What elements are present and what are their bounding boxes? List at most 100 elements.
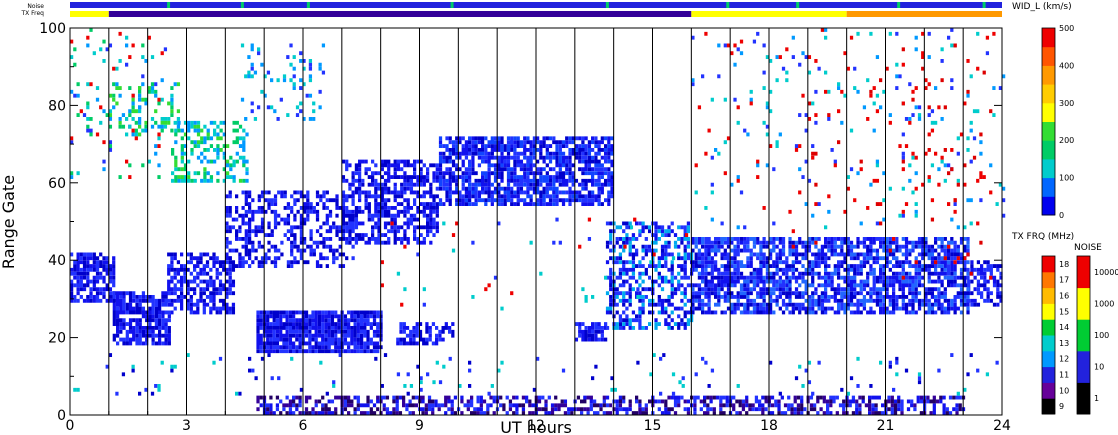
- colorbar-tick-label: 17: [1059, 276, 1069, 285]
- colorbar-tick-label: 14: [1059, 323, 1069, 332]
- status-bars: Noise TX Freq: [20, 2, 1002, 17]
- colorbar-segment: [1077, 350, 1090, 383]
- colorbar-tick-label: 200: [1059, 136, 1074, 145]
- noise-bar-label: Noise: [27, 3, 44, 10]
- noise-bar-marker: [167, 2, 171, 8]
- colorbar-segment: [1042, 350, 1055, 368]
- colorbar-segment: [1042, 366, 1055, 383]
- colorbar-segment: [1042, 335, 1055, 352]
- x-tick-label: 15: [644, 418, 662, 434]
- scatter-cells: [438, 136, 614, 206]
- colorbar-tick-label: 10000: [1094, 268, 1118, 277]
- axes: 0 3 6 9 12 15 18 21 24 0 20 40 60 80 100: [39, 21, 1011, 434]
- colorbar-segment: [1077, 319, 1090, 352]
- colorbar-segment: [1042, 158, 1055, 179]
- colorbar-segment: [1077, 256, 1090, 289]
- colorbar-segment: [1077, 287, 1090, 320]
- noise-bar: [70, 2, 1002, 8]
- noise-bar-marker: [450, 2, 454, 8]
- colorbar-segment: [1042, 303, 1055, 320]
- colorbar-frame: [1041, 255, 1056, 415]
- y-tick-label: 0: [57, 408, 66, 424]
- colorbar-tick-label: 300: [1059, 99, 1074, 108]
- x-tick-label: 12: [527, 418, 545, 434]
- colorbar-tick-label: 16: [1059, 292, 1069, 301]
- colorbar-frame: [1076, 255, 1091, 415]
- colorbar-tick-label: 18: [1059, 260, 1069, 269]
- colorbar-segment: [1042, 102, 1055, 122]
- colorbar-segment: [1042, 271, 1055, 289]
- colorbar-tick-label: 10: [1094, 363, 1104, 372]
- colorbar-segment: [1042, 65, 1055, 85]
- colorbar-segment: [1042, 287, 1055, 304]
- colorbar-segment: [1042, 177, 1055, 197]
- colorbar-tick-label: 100: [1059, 174, 1074, 183]
- colorbar-segment: [1077, 382, 1090, 415]
- colorbar-width-label: WID_L (km/s): [1012, 2, 1072, 12]
- colorbar-tick-label: 0: [1059, 211, 1064, 220]
- colorbar-tick-label: 500: [1059, 24, 1074, 33]
- colorbar-tick-label: 9: [1059, 402, 1064, 411]
- colorbar-frame: [1041, 27, 1056, 216]
- noise-bar-marker: [897, 2, 901, 8]
- colorbar-segment: [1042, 382, 1055, 399]
- x-tick-label: 24: [993, 418, 1011, 434]
- colorbar-segment: [1042, 28, 1055, 48]
- y-tick-label: 20: [48, 331, 66, 347]
- y-tick-label: 80: [48, 98, 66, 114]
- colorbar-noise-label: NOISE: [1074, 243, 1102, 253]
- colorbar-tick-label: 1: [1094, 394, 1099, 403]
- scatter-cells: [259, 395, 966, 415]
- y-axis-label: Range Gate: [0, 175, 18, 269]
- colorbar-tick-label: 100: [1094, 331, 1109, 340]
- colorbar-tick-label: 10: [1059, 386, 1069, 395]
- x-axis-label: UT hours: [500, 418, 572, 435]
- txfreq-bar-label: TX Freq: [20, 10, 44, 17]
- x-tick-label: 6: [299, 418, 308, 434]
- colorbar-tick-label: 400: [1059, 61, 1074, 70]
- txfreq-segment: [108, 11, 692, 17]
- scatter-cells: [691, 237, 970, 315]
- txfreq-segment: [846, 11, 1002, 17]
- colorbar-txfreq-label: TX FRQ (MHz): [1011, 232, 1074, 242]
- scatter-cells: [256, 395, 959, 415]
- noise-bar-marker: [240, 2, 244, 8]
- colorbar-noise: NOISE 1 10 100 1000 10000: [1074, 243, 1118, 415]
- colorbar-tick-label: 15: [1059, 307, 1069, 316]
- hour-lines: [108, 28, 964, 415]
- x-tick-label: 21: [877, 418, 895, 434]
- colorbar-segment: [1042, 398, 1055, 415]
- colorbar-tick-label: 12: [1059, 355, 1069, 364]
- scatter-cells: [108, 82, 243, 183]
- x-tick-label: 18: [760, 418, 778, 434]
- colorbar-segment: [1042, 319, 1055, 336]
- noise-bar-marker: [306, 2, 310, 8]
- txfreq-bar: [70, 11, 1002, 17]
- noise-bar-marker: [796, 2, 800, 8]
- colorbar-tick-label: 1000: [1094, 299, 1114, 308]
- colorbar-segment: [1042, 84, 1055, 104]
- txfreq-segment: [70, 11, 109, 17]
- y-tick-label: 100: [39, 21, 66, 37]
- scatter-cells: [70, 28, 1006, 415]
- x-tick-label: 9: [415, 418, 424, 434]
- noise-bar-marker: [982, 2, 986, 8]
- x-tick-label: 3: [182, 418, 191, 434]
- colorbar-width: WID_L (km/s) 0 100 200 300 400 500: [1012, 2, 1074, 220]
- y-tick-label: 40: [48, 253, 66, 269]
- colorbar-tick-label: 11: [1059, 371, 1069, 380]
- colorbar-segment: [1042, 196, 1055, 216]
- colorbar-segment: [1042, 256, 1055, 273]
- scatter-data: [70, 28, 1006, 415]
- noise-bar-fill: [70, 2, 1002, 8]
- colorbar-segment: [1042, 140, 1055, 160]
- noise-bar-marker: [605, 2, 609, 8]
- colorbar-segment: [1042, 46, 1055, 66]
- colorbar-tick-label: 13: [1059, 339, 1069, 348]
- txfreq-segment: [691, 11, 847, 17]
- colorbar-segment: [1042, 121, 1055, 141]
- x-tick-label: 0: [66, 418, 75, 434]
- noise-bar-marker: [726, 2, 730, 8]
- y-tick-label: 60: [48, 176, 66, 192]
- colorbar-txfreq: TX FRQ (MHz) 9 10 11 12 13 14 15 16 17 18: [1011, 232, 1074, 415]
